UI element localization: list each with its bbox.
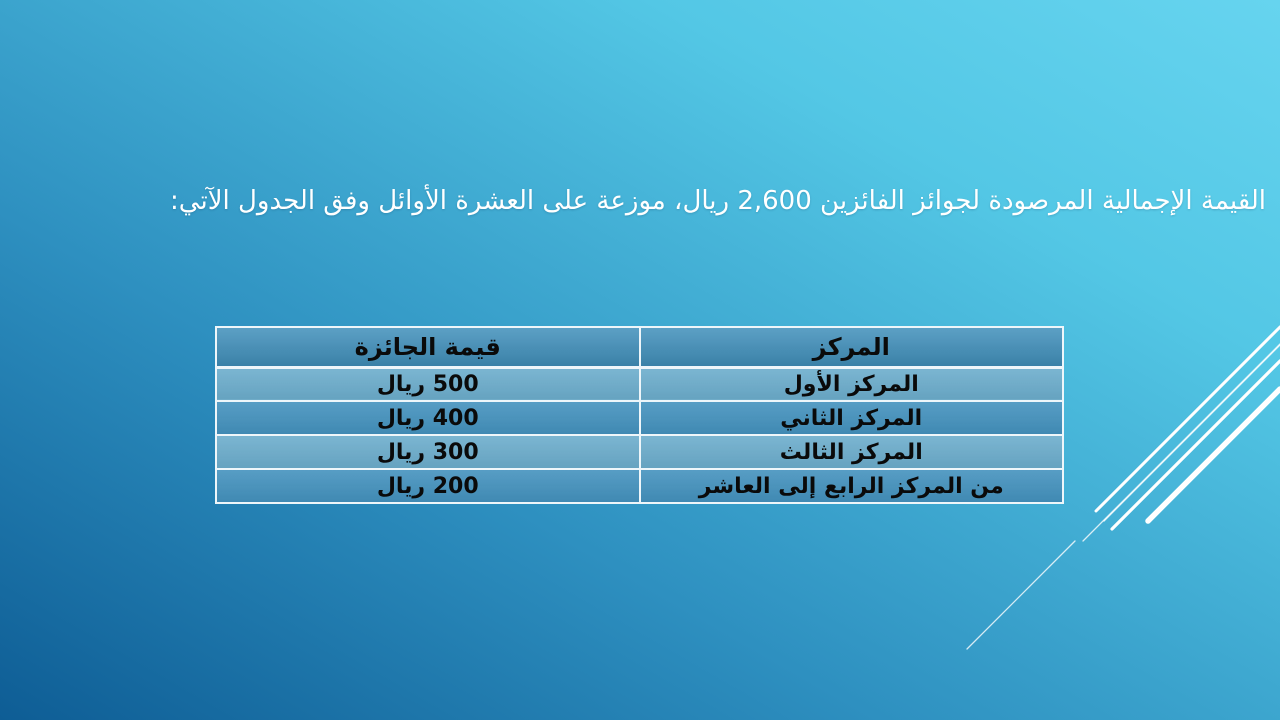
table-row: المركز الأول 500 ريال	[215, 366, 1064, 402]
prize-table-body: المركز الأول 500 ريال المركز الثاني 400 …	[215, 366, 1064, 504]
value-cell: 400 ريال	[215, 400, 641, 436]
col-header-value: قيمة الجائزة	[215, 326, 641, 369]
diagonal-line	[1145, 386, 1280, 524]
prize-table-header: المركز قيمة الجائزة	[215, 326, 1064, 369]
value-cell: 500 ريال	[215, 366, 641, 402]
prize-table: المركز قيمة الجائزة المركز الأول 500 ريا…	[215, 326, 1064, 504]
table-row: المركز الثالث 300 ريال	[215, 434, 1064, 470]
rank-cell: المركز الثالث	[638, 434, 1064, 470]
diagonal-line	[1103, 344, 1280, 522]
rank-cell: المركز الثاني	[638, 400, 1064, 436]
rank-cell: المركز الأول	[638, 366, 1064, 402]
table-row: من المركز الرابع إلى العاشر 200 ريال	[215, 468, 1064, 504]
diagonal-line	[966, 540, 1076, 650]
diagonal-line	[1082, 343, 1280, 542]
col-header-rank: المركز	[638, 326, 1064, 369]
header-row: المركز قيمة الجائزة	[215, 326, 1064, 369]
rank-cell: من المركز الرابع إلى العاشر	[638, 468, 1064, 504]
value-cell: 200 ريال	[215, 468, 641, 504]
table-row: المركز الثاني 400 ريال	[215, 400, 1064, 436]
value-cell: 300 ريال	[215, 434, 641, 470]
slide-heading: القيمة الإجمالية المرصودة لجوائز الفائزي…	[170, 186, 1266, 216]
diagonal-line	[1094, 325, 1280, 513]
diagonal-line	[1110, 359, 1280, 531]
